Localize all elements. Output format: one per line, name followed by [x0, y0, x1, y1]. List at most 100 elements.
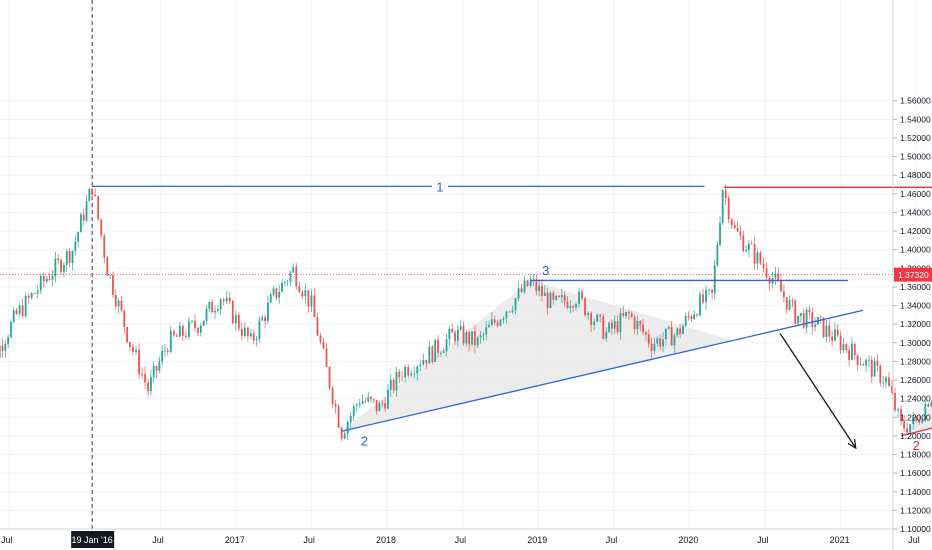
candle-body — [7, 337, 10, 344]
candle-body — [514, 298, 517, 311]
candle-body — [222, 299, 225, 302]
candle-body — [613, 321, 616, 329]
candle-body — [493, 319, 496, 323]
candle-body — [727, 197, 730, 220]
candle-body — [428, 346, 431, 364]
candle-body — [161, 350, 164, 362]
candle-body — [549, 292, 552, 309]
y-tick-label: 1.12000 — [900, 505, 931, 515]
candle-body — [865, 360, 868, 366]
candle-body — [361, 400, 364, 404]
candle-body — [112, 275, 114, 295]
candle-body — [708, 289, 710, 291]
candle-body — [885, 377, 887, 383]
candle-body — [462, 326, 465, 344]
candle-body — [85, 201, 88, 221]
candle-body — [141, 373, 143, 375]
candle-body — [897, 408, 899, 411]
candle-body — [48, 278, 51, 280]
price-tag: 1.37320 — [0, 267, 932, 282]
candle-body — [511, 310, 514, 312]
candle-body — [825, 325, 828, 337]
candle-body — [599, 314, 602, 317]
candle-body — [197, 327, 199, 333]
candle-body — [532, 279, 535, 281]
candle-body — [664, 328, 667, 340]
candle-body — [346, 422, 349, 434]
candle-body — [169, 330, 172, 352]
candle-body — [605, 331, 608, 339]
candle-body — [529, 279, 532, 286]
y-tick-label: 1.22000 — [900, 412, 931, 422]
x-axis: Jul Jul 2017 Jul 2018 Jul 2019 Jul 2020 Jul 2021 Ju… — [1, 531, 920, 548]
candle-body — [584, 298, 586, 316]
candle-body — [814, 324, 816, 327]
candle-body — [381, 403, 384, 405]
candle-body — [416, 366, 419, 374]
wave-label-2: 2 — [913, 438, 920, 453]
candle-body — [126, 327, 129, 343]
candle-body — [541, 285, 543, 297]
y-tick-label: 1.36000 — [900, 282, 931, 292]
candle-body — [358, 403, 361, 405]
candle-body — [158, 361, 161, 371]
candle-body — [60, 260, 62, 272]
candle-body — [15, 310, 18, 314]
candle-body — [882, 382, 885, 384]
candle-body — [88, 188, 91, 202]
candle-body — [172, 330, 175, 336]
candle-body — [485, 327, 488, 335]
x-tick-label: 2017 — [225, 535, 245, 545]
candle-body — [185, 335, 187, 338]
candle-body — [546, 292, 549, 309]
candle-body — [745, 249, 747, 252]
candle-body — [246, 327, 249, 337]
candle-body — [310, 295, 313, 307]
candle-body — [856, 355, 859, 365]
candle-body — [372, 399, 375, 401]
candle-body — [352, 405, 355, 416]
candle-body — [340, 427, 343, 439]
candle-body — [434, 339, 437, 362]
candle-body — [862, 364, 865, 366]
x-tick-label: 2018 — [376, 535, 396, 545]
candle-body — [619, 313, 622, 333]
y-tick-label: 1.46000 — [900, 189, 931, 199]
candle-body — [682, 325, 684, 334]
candle-body — [216, 309, 219, 311]
candle-body — [921, 420, 924, 423]
candle-body — [404, 367, 407, 378]
candle-body — [888, 377, 890, 387]
candle-body — [636, 321, 639, 330]
candle-body — [596, 314, 599, 322]
candle-body — [608, 322, 610, 332]
candle-body — [164, 350, 166, 352]
candle-body — [51, 276, 54, 280]
candle-body — [325, 348, 328, 368]
y-tick-label: 1.20000 — [900, 431, 931, 441]
candle-body — [378, 403, 381, 412]
candle-body — [645, 332, 647, 335]
candle-body — [927, 404, 930, 407]
candle-body — [721, 190, 724, 223]
candle-body — [384, 403, 387, 409]
candle-body — [733, 225, 736, 228]
candle-body — [647, 334, 650, 344]
candle-body — [343, 433, 346, 439]
wave-label-3: 3 — [542, 263, 549, 278]
candle-body — [328, 367, 331, 389]
candle-body — [364, 400, 367, 402]
candle-body — [783, 291, 785, 298]
candle-body — [152, 366, 155, 377]
candle-body — [593, 321, 596, 326]
wave-label-1: 1 — [436, 179, 443, 194]
candle-body — [355, 404, 358, 406]
candle-body — [924, 404, 927, 421]
candle-body — [879, 365, 882, 383]
candle-body — [831, 336, 833, 341]
candle-body — [868, 359, 870, 361]
candle-body — [18, 305, 21, 314]
candle-body — [777, 273, 780, 281]
candle-body — [578, 291, 580, 305]
